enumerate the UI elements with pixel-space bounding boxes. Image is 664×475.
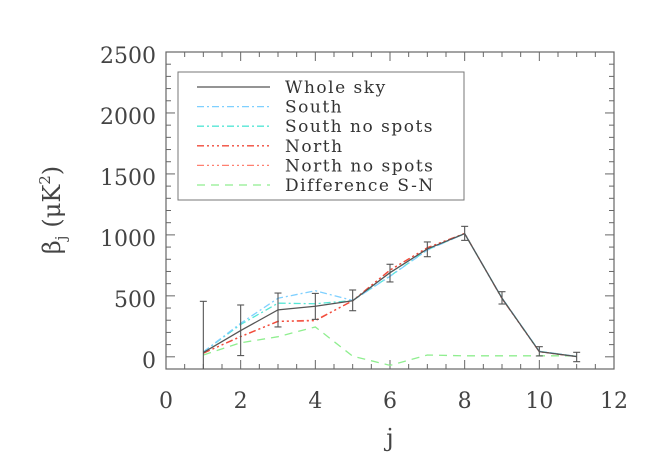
legend-label: Whole sky	[285, 78, 387, 98]
series-layer	[202, 232, 577, 367]
x-tick-label: 0	[159, 389, 173, 414]
legend-label: South no spots	[285, 117, 434, 137]
legend-box	[177, 71, 465, 201]
legend-label: South	[285, 98, 343, 118]
x-tick-label: 10	[525, 389, 553, 414]
x-axis: 0 2 4 6 8 10 12	[159, 52, 628, 414]
error-bars	[199, 225, 581, 369]
y-tick-label: 0	[142, 349, 156, 374]
y-tick-label: 2000	[100, 105, 156, 130]
y-tick-label: 1500	[100, 166, 156, 191]
y-axis-title: βj(μK2)	[36, 166, 70, 254]
series-line-north-no-spots	[203, 232, 577, 358]
y-tick-label: 2500	[100, 44, 156, 69]
series-line-south-no-spots	[202, 232, 577, 358]
series-line-whole-sky	[203, 232, 577, 358]
legend-label: North	[285, 137, 344, 157]
series-line-difference-s-n	[203, 326, 577, 367]
y-tick-label: 500	[114, 288, 156, 313]
x-tick-label: 8	[458, 389, 472, 414]
x-tick-label: 6	[383, 389, 397, 414]
x-tick-label: 4	[308, 389, 322, 414]
legend-label: North no spots	[285, 156, 434, 176]
y-tick-label: 1000	[100, 227, 156, 252]
x-axis-title: j	[383, 424, 393, 452]
x-tick-label: 12	[600, 389, 628, 414]
series-line-south	[202, 232, 577, 358]
y-axis: 0 500 1000 1500 2000 2500	[100, 44, 614, 374]
legend-label: Difference S-N	[285, 176, 435, 196]
series-line-north	[203, 232, 577, 358]
x-tick-label: 2	[234, 389, 248, 414]
